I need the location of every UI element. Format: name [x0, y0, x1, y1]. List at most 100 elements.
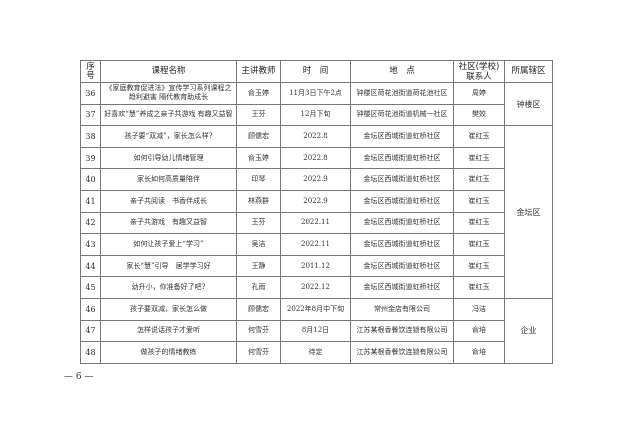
course-table: 序号 课程名称 主讲教师 时 间 地 点 社区(学校) 联系人 所属辖区 36 《… — [80, 60, 553, 364]
teacher: 王芬 — [236, 211, 281, 235]
header-time: 时 间 — [280, 60, 351, 83]
time: 11月3日下午2点 — [280, 82, 351, 105]
place: 常州金店有限公司 — [350, 297, 454, 321]
teacher: 俞玉婷 — [236, 146, 281, 170]
teacher: 吴洁 — [236, 233, 281, 256]
course-name: 好喜欢“慧”养成之亲子共游戏 有趣又益智 — [100, 103, 237, 127]
row-number: 47 — [80, 319, 101, 343]
time: 待定 — [280, 341, 351, 364]
contact: 俞培 — [453, 341, 505, 364]
teacher: 孔雨 — [236, 276, 281, 299]
course-name: 孩子要“双减”，家长怎么样? — [100, 125, 237, 148]
teacher: 何雪芬 — [236, 319, 281, 343]
place: 钟楼区荷花池街道荷花池社区 — [350, 82, 454, 105]
header-contact: 社区(学校) 联系人 — [453, 60, 505, 83]
place: 金坛区西城街道虹桥社区 — [350, 233, 454, 256]
course-name: 亲子共游戏 有趣又益智 — [100, 211, 237, 235]
time: 2022.11 — [280, 233, 351, 256]
course-name: 如何让孩子爱上“学习” — [100, 233, 237, 256]
header-course: 课程名称 — [100, 60, 237, 83]
teacher: 印琴 — [236, 168, 281, 191]
table-row: 45 幼升小，你准备好了吧? 孔雨 2022.12 金坛区西城街道虹桥社区 崔红玉 — [80, 276, 553, 299]
time: 2022.8 — [280, 125, 351, 148]
teacher: 俞玉婷 — [236, 82, 281, 105]
course-name: 怎样说话孩子才爱听 — [100, 319, 237, 343]
row-number: 38 — [80, 125, 101, 148]
course-name: 《家庭教育促进法》宣传学习系列课程之趋利避害 隔代教育助成长 — [100, 82, 237, 105]
contact: 崔红玉 — [453, 189, 505, 213]
place: 金坛区西城街道虹桥社区 — [350, 276, 454, 299]
district: 金坛区 — [504, 125, 553, 299]
table-row: 36 《家庭教育促进法》宣传学习系列课程之趋利避害 隔代教育助成长 俞玉婷 11月3日… — [80, 81, 553, 127]
time: 2022.9 — [280, 189, 351, 213]
contact: 崔红玉 — [453, 211, 505, 235]
table-row: 48 做孩子的情绪教练 何雪芬 待定 江苏某根香餐饮连锁有限公司 俞培 — [80, 341, 553, 364]
page-number: — 6 — — [64, 372, 94, 382]
row-number: 37 — [80, 103, 101, 127]
place: 钟楼区荷花池街道机械一社区 — [350, 103, 454, 127]
place: 江苏某根香餐饮连锁有限公司 — [350, 341, 454, 364]
table-row: 42 亲子共游戏 有趣又益智 王芬 2022.11 金坛区西城街道虹桥社区 崔红玉 — [80, 211, 553, 235]
table-row: 40 家长如何高质量陪伴 印琴 2022.9 金坛区西城街道虹桥社区 崔红玉 — [80, 168, 553, 191]
table-row: 39 如何引导幼儿情绪管理 俞玉婷 2022.8 金坛区西城街道虹桥社区 崔红玉 — [80, 146, 553, 170]
time: 2022年8月中下旬 — [280, 297, 351, 321]
teacher: 王芬 — [236, 103, 281, 127]
table-row: 38 孩子要“双减”，家长怎么样? 顾儒宏 2022.8 金坛区西城街道虹桥社区 崔红玉金… — [80, 125, 553, 299]
row-number: 40 — [80, 168, 101, 191]
teacher: 林燕群 — [236, 189, 281, 213]
row-number: 45 — [80, 276, 101, 299]
contact: 俞培 — [453, 319, 505, 343]
contact: 崔红玉 — [453, 276, 505, 299]
contact: 崔红玉 — [453, 233, 505, 256]
teacher: 王静 — [236, 254, 281, 278]
row-number: 48 — [80, 341, 101, 364]
course-name: 亲子共阅读 书香伴成长 — [100, 189, 237, 213]
table-row: 46 孩子要双减，家长怎么做 顾儒宏 2022年8月中下旬 常州金店有限公司 冯洁 企业 — [80, 297, 553, 364]
district: 企业 — [504, 297, 553, 364]
header-place: 地 点 — [350, 60, 454, 83]
course-name: 做孩子的情绪教练 — [100, 341, 237, 364]
table-row: 43 如何让孩子爱上“学习” 吴洁 2022.11 金坛区西城街道虹桥社区 崔红玉 — [80, 233, 553, 256]
place: 金坛区西城街道虹桥社区 — [350, 211, 454, 235]
time: 2022.9 — [280, 168, 351, 191]
place: 江苏某根香餐饮连锁有限公司 — [350, 319, 454, 343]
course-name: 孩子要双减，家长怎么做 — [100, 297, 237, 321]
course-name: 如何引导幼儿情绪管理 — [100, 146, 237, 170]
course-name: 幼升小，你准备好了吧? — [100, 276, 237, 299]
table-row: 37 好喜欢“慧”养成之亲子共游戏 有趣又益智 王芬 12月下旬 钟楼区荷花池街道机械一… — [80, 103, 553, 127]
contact: 崔红玉 — [453, 125, 505, 148]
header-teacher: 主讲教师 — [236, 60, 281, 83]
contact: 崔红玉 — [453, 254, 505, 278]
row-number: 42 — [80, 211, 101, 235]
place: 金坛区西城街道虹桥社区 — [350, 168, 454, 191]
header-district: 所属辖区 — [504, 60, 553, 83]
time: 2022.8 — [280, 146, 351, 170]
header-no: 序号 — [80, 60, 101, 83]
row-number: 39 — [80, 146, 101, 170]
teacher: 顾儒宏 — [236, 297, 281, 321]
contact: 周婷 — [453, 82, 505, 105]
course-name: 家长如何高质量陪伴 — [100, 168, 237, 191]
row-number: 36 — [80, 82, 101, 105]
teacher: 何雪芬 — [236, 341, 281, 364]
row-number: 43 — [80, 233, 101, 256]
place: 金坛区西城街道虹桥社区 — [350, 189, 454, 213]
contact: 崔红玉 — [453, 146, 505, 170]
time: 2022.12 — [280, 276, 351, 299]
time: 12月下旬 — [280, 103, 351, 127]
table-row: 41 亲子共阅读 书香伴成长 林燕群 2022.9 金坛区西城街道虹桥社区 崔红玉 — [80, 189, 553, 213]
place: 金坛区西城街道虹桥社区 — [350, 254, 454, 278]
table-row: 44 家长“慧”引导 居学学习好 王静 2011.12 金坛区西城街道虹桥社区 崔红玉 — [80, 254, 553, 278]
contact: 崔红玉 — [453, 168, 505, 191]
row-number: 41 — [80, 189, 101, 213]
place: 金坛区西城街道虹桥社区 — [350, 146, 454, 170]
contact: 冯洁 — [453, 297, 505, 321]
table-header-row: 序号 课程名称 主讲教师 时 间 地 点 社区(学校) 联系人 所属辖区 — [80, 60, 553, 83]
row-number: 44 — [80, 254, 101, 278]
row-number: 46 — [80, 297, 101, 321]
teacher: 顾儒宏 — [236, 125, 281, 148]
course-name: 家长“慧”引导 居学学习好 — [100, 254, 237, 278]
table-row: 47 怎样说话孩子才爱听 何雪芬 8月12日 江苏某根香餐饮连锁有限公司 俞培 — [80, 319, 553, 343]
contact: 樊姣 — [453, 103, 505, 127]
district: 钟楼区 — [504, 81, 553, 127]
